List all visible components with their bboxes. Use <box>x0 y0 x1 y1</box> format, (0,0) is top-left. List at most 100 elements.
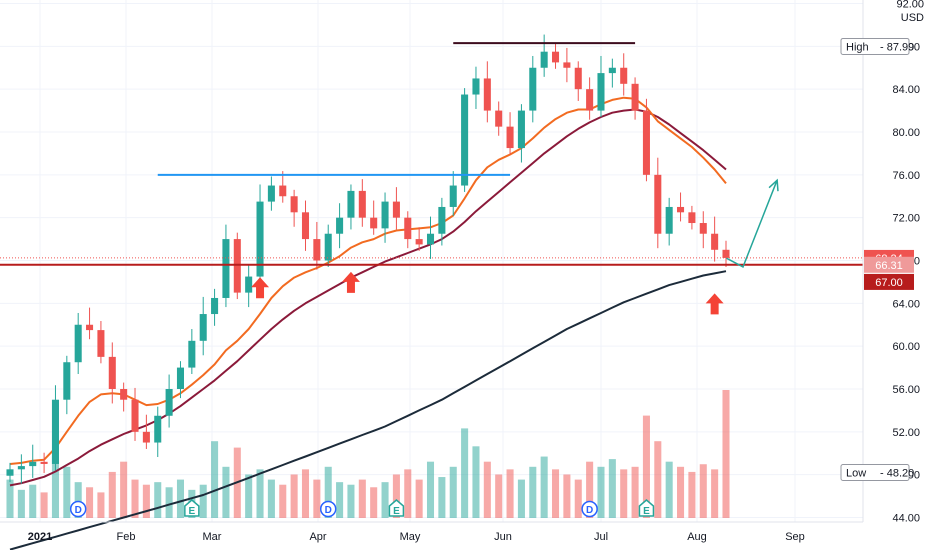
candle-body <box>347 190 355 218</box>
volume-bar <box>245 474 253 518</box>
volume-bar <box>529 466 537 518</box>
volume-bar <box>358 479 366 518</box>
volume-bar <box>449 466 457 518</box>
candle-body <box>40 461 48 464</box>
volume-bar <box>267 479 275 518</box>
volume-bar <box>574 479 582 518</box>
support-arrow-up <box>251 277 270 299</box>
candle-body <box>472 78 480 95</box>
candle-body <box>642 110 650 175</box>
dividend-marker <box>69 500 87 518</box>
volume-bar <box>722 390 730 518</box>
volume-bar <box>347 484 355 518</box>
volume-bar <box>17 489 25 518</box>
volume-bar <box>313 479 321 518</box>
candle-body <box>415 239 423 245</box>
y-tick-label: 60.00 <box>892 341 920 353</box>
candle-body <box>552 51 560 63</box>
candle-body <box>404 217 412 240</box>
volume-bar <box>586 461 594 518</box>
price-tag-value: 67.00 <box>875 277 903 289</box>
earnings-marker <box>388 499 405 517</box>
indicator-lines <box>9 96 727 550</box>
volume-bar <box>29 484 37 518</box>
currency-label: USD <box>901 12 924 24</box>
candle-body <box>176 367 184 389</box>
volume-bar <box>256 469 264 518</box>
earnings-marker-label: E <box>393 506 400 517</box>
grid-lines <box>0 0 863 522</box>
volume-bar <box>654 441 662 518</box>
candle-body <box>154 415 162 443</box>
x-tick-label: Sep <box>785 531 805 543</box>
candle-body <box>233 239 241 293</box>
support-arrow-up <box>341 271 360 293</box>
candlestick-series <box>6 34 730 484</box>
dividend-marker-label: D <box>586 505 593 516</box>
dividend-marker <box>581 500 598 518</box>
price-tag-label: Low <box>846 468 866 480</box>
support-arrow-up <box>705 293 724 315</box>
volume-bar <box>154 482 162 518</box>
volume-bar <box>483 461 491 518</box>
volume-bar <box>392 474 400 518</box>
sma-50-line <box>9 108 727 487</box>
volume-bar <box>426 461 435 518</box>
volume-bar <box>688 471 696 518</box>
candle-body <box>358 190 366 218</box>
candle-body <box>517 110 525 149</box>
volume-bar <box>665 461 673 518</box>
volume-bar <box>370 487 378 518</box>
volume-bar <box>677 466 685 518</box>
candle-body <box>677 206 685 213</box>
price-tag-label: High <box>846 41 869 53</box>
volume-bar <box>165 487 173 518</box>
candle-body <box>722 249 730 258</box>
candle-body <box>279 185 287 197</box>
candle-body <box>267 185 275 202</box>
volume-bar <box>597 466 605 518</box>
candle-body <box>586 89 594 111</box>
candle-body <box>540 51 548 68</box>
candle-body <box>74 324 82 363</box>
candle-body <box>120 389 128 400</box>
volume-bar <box>472 446 480 518</box>
dividend-marker-label: D <box>75 505 82 516</box>
x-tick-label: Aug <box>687 531 707 543</box>
y-tick-label: 92.00 <box>896 0 924 11</box>
volume-bar <box>711 469 719 518</box>
volume-bar <box>608 459 616 518</box>
volume-bar <box>495 474 503 518</box>
volume-bar <box>97 492 105 518</box>
volume-bar <box>40 492 48 518</box>
candle-body <box>449 185 457 207</box>
y-tick-label: 72.00 <box>892 213 920 225</box>
candle-body <box>620 67 628 84</box>
y-tick-label: 52.00 <box>892 427 920 439</box>
volume-bar <box>336 482 344 518</box>
candle-body <box>256 201 264 277</box>
y-tick-label: 80.00 <box>892 127 920 139</box>
volume-bar <box>74 482 82 518</box>
candle-body <box>563 62 571 68</box>
candle-body <box>574 67 582 90</box>
candle-body <box>324 233 332 261</box>
volume-bar <box>620 469 628 518</box>
candle-body <box>222 239 230 298</box>
y-tick-label: 44.00 <box>892 513 920 525</box>
volume-bar <box>324 466 332 518</box>
candle-body <box>608 67 616 74</box>
candle-body <box>631 83 639 111</box>
volume-bar <box>438 477 446 518</box>
x-tick-label: 2021 <box>28 531 52 543</box>
volume-bar <box>290 474 298 518</box>
volume-bar <box>540 456 548 518</box>
candle-body <box>290 196 298 213</box>
candle-body <box>495 110 503 127</box>
candle-body <box>97 330 105 357</box>
price-tag-value: - 87.99 <box>880 41 914 53</box>
price-tag-outline <box>840 37 910 55</box>
x-tick-label: Jul <box>594 531 608 543</box>
candle-body <box>483 78 491 111</box>
earnings-marker <box>184 499 200 517</box>
